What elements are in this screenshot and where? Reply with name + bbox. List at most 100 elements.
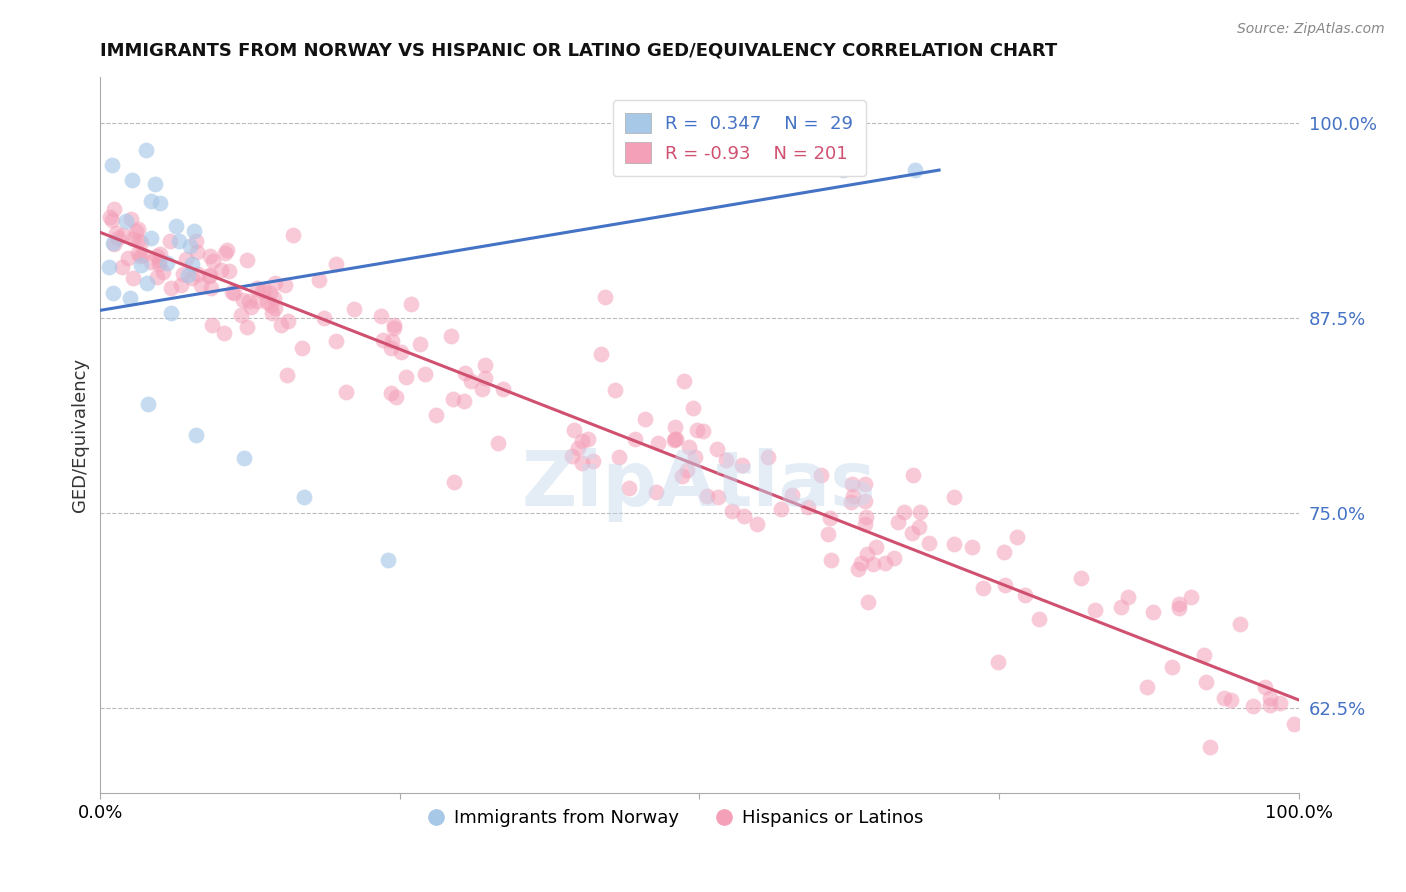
Point — [190, 277, 212, 292]
Y-axis label: GED/Equivalency: GED/Equivalency — [72, 358, 89, 512]
Point — [260, 298, 283, 312]
Point — [460, 374, 482, 388]
Point — [127, 234, 149, 248]
Point — [662, 434, 685, 448]
Point — [1109, 599, 1132, 614]
Point — [756, 450, 779, 464]
Point — [817, 526, 839, 541]
Point — [256, 294, 278, 309]
Point — [101, 213, 124, 227]
Point — [156, 256, 179, 270]
Point — [186, 267, 208, 281]
Point — [706, 442, 728, 457]
Point — [692, 424, 714, 438]
Point — [233, 451, 256, 466]
Point — [201, 318, 224, 332]
Point — [107, 230, 129, 244]
Point — [1116, 590, 1139, 604]
Point — [127, 246, 149, 260]
Point — [121, 173, 143, 187]
Point — [201, 254, 224, 268]
Point — [576, 433, 599, 447]
Point — [270, 318, 292, 333]
Point — [122, 232, 145, 246]
Point — [239, 300, 262, 314]
Point — [1258, 698, 1281, 712]
Point — [120, 211, 142, 226]
Point — [325, 257, 347, 271]
Point — [235, 253, 257, 268]
Point — [671, 468, 693, 483]
Point — [215, 244, 238, 258]
Point — [179, 239, 201, 253]
Point — [571, 434, 593, 448]
Point — [325, 334, 347, 348]
Point — [165, 219, 187, 233]
Point — [112, 227, 135, 242]
Point — [129, 235, 152, 249]
Point — [149, 196, 172, 211]
Point — [238, 294, 260, 309]
Point — [394, 369, 416, 384]
Point — [135, 143, 157, 157]
Point — [1014, 588, 1036, 602]
Point — [887, 515, 910, 529]
Point — [200, 249, 222, 263]
Point — [200, 281, 222, 295]
Point — [745, 516, 768, 531]
Point — [260, 306, 283, 320]
Point — [281, 227, 304, 242]
Point — [141, 255, 163, 269]
Point — [1198, 739, 1220, 754]
Point — [236, 319, 259, 334]
Point — [453, 394, 475, 409]
Point — [986, 655, 1008, 669]
Point — [492, 382, 515, 396]
Point — [567, 441, 589, 455]
Point — [1282, 717, 1305, 731]
Point — [117, 251, 139, 265]
Point — [259, 285, 281, 300]
Point — [769, 502, 792, 516]
Text: Source: ZipAtlas.com: Source: ZipAtlas.com — [1237, 22, 1385, 37]
Point — [603, 383, 626, 397]
Point — [129, 249, 152, 263]
Point — [218, 264, 240, 278]
Point — [474, 371, 496, 385]
Point — [101, 158, 124, 172]
Point — [211, 263, 233, 277]
Point — [994, 578, 1017, 592]
Point — [901, 468, 924, 483]
Point — [682, 401, 704, 415]
Point — [839, 495, 862, 509]
Point — [1168, 601, 1191, 615]
Point — [1136, 680, 1159, 694]
Point — [229, 308, 252, 322]
Point — [582, 454, 605, 468]
Point — [676, 463, 699, 477]
Point — [377, 552, 399, 566]
Point — [1229, 617, 1251, 632]
Point — [222, 285, 245, 300]
Point — [380, 386, 402, 401]
Point — [335, 385, 357, 400]
Point — [1070, 571, 1092, 585]
Point — [664, 420, 686, 434]
Point — [1180, 590, 1202, 604]
Point — [250, 284, 273, 298]
Point — [184, 234, 207, 248]
Point — [127, 222, 149, 236]
Point — [634, 412, 657, 426]
Point — [562, 424, 585, 438]
Point — [993, 545, 1015, 559]
Legend: Immigrants from Norway, Hispanics or Latinos: Immigrants from Norway, Hispanics or Lat… — [420, 802, 931, 835]
Point — [343, 302, 366, 317]
Point — [856, 548, 879, 562]
Point — [810, 467, 832, 482]
Point — [314, 310, 336, 325]
Point — [380, 341, 402, 355]
Point — [443, 475, 465, 489]
Point — [125, 224, 148, 238]
Point — [647, 435, 669, 450]
Point — [960, 540, 983, 554]
